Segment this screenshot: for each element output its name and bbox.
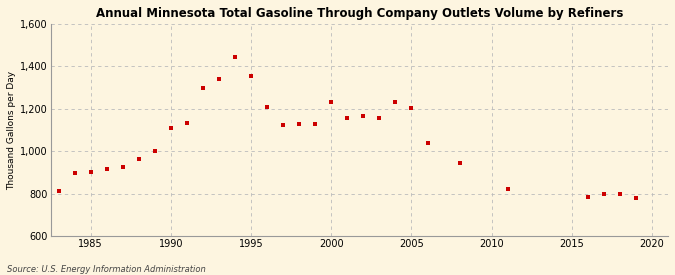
Point [614,191,625,196]
Point [198,85,209,90]
Point [342,116,353,120]
Point [149,149,160,153]
Y-axis label: Thousand Gallons per Day: Thousand Gallons per Day [7,70,16,189]
Point [583,195,593,199]
Point [134,156,144,161]
Point [422,141,433,145]
Point [502,187,513,192]
Point [294,121,304,126]
Point [406,106,417,110]
Point [101,167,112,171]
Point [85,170,96,175]
Point [278,122,289,127]
Point [70,171,80,176]
Point [454,161,465,165]
Point [326,100,337,104]
Point [182,120,192,125]
Point [374,116,385,120]
Point [165,126,176,130]
Point [213,77,224,81]
Point [246,74,256,78]
Title: Annual Minnesota Total Gasoline Through Company Outlets Volume by Refiners: Annual Minnesota Total Gasoline Through … [96,7,623,20]
Point [599,191,610,196]
Point [262,104,273,109]
Point [630,196,641,200]
Text: Source: U.S. Energy Information Administration: Source: U.S. Energy Information Administ… [7,265,205,274]
Point [53,189,64,194]
Point [358,114,369,118]
Point [117,165,128,169]
Point [310,121,321,126]
Point [230,54,240,59]
Point [390,100,401,104]
